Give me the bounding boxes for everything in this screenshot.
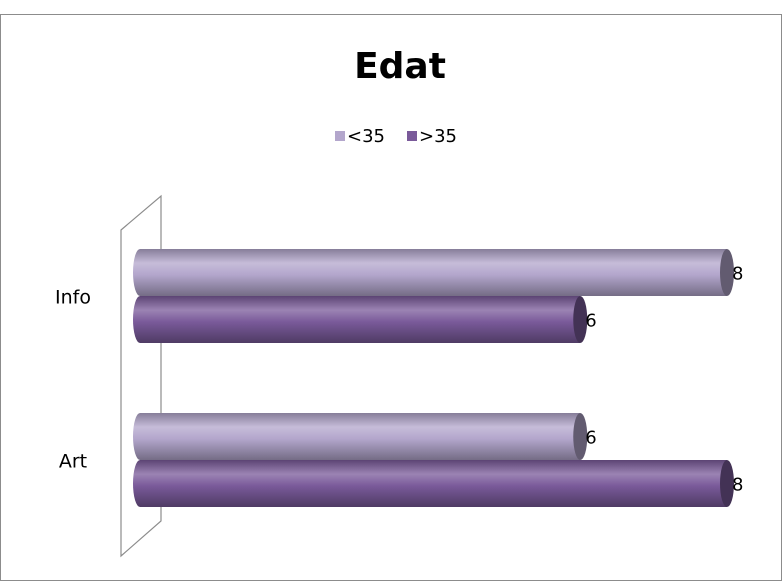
bar <box>140 413 581 460</box>
y-tick-label: Info <box>55 287 91 309</box>
legend-swatch <box>335 131 345 141</box>
bar <box>140 460 727 507</box>
bar <box>140 249 727 296</box>
data-label: 6 <box>585 428 596 449</box>
back-wall <box>120 194 162 558</box>
legend-label: <35 <box>347 126 385 147</box>
bar-cap <box>573 413 588 460</box>
bar-cap <box>720 460 734 507</box>
data-label: 8 <box>732 475 743 496</box>
y-tick-label: Art <box>59 451 87 473</box>
bar-cap <box>573 296 588 343</box>
legend-swatch <box>407 131 417 141</box>
data-label: 8 <box>732 264 743 285</box>
data-label: 6 <box>585 311 596 332</box>
bar-cap <box>720 249 734 296</box>
legend-label: >35 <box>419 126 457 147</box>
chart-title: Edat <box>354 46 446 87</box>
bar <box>140 296 581 343</box>
